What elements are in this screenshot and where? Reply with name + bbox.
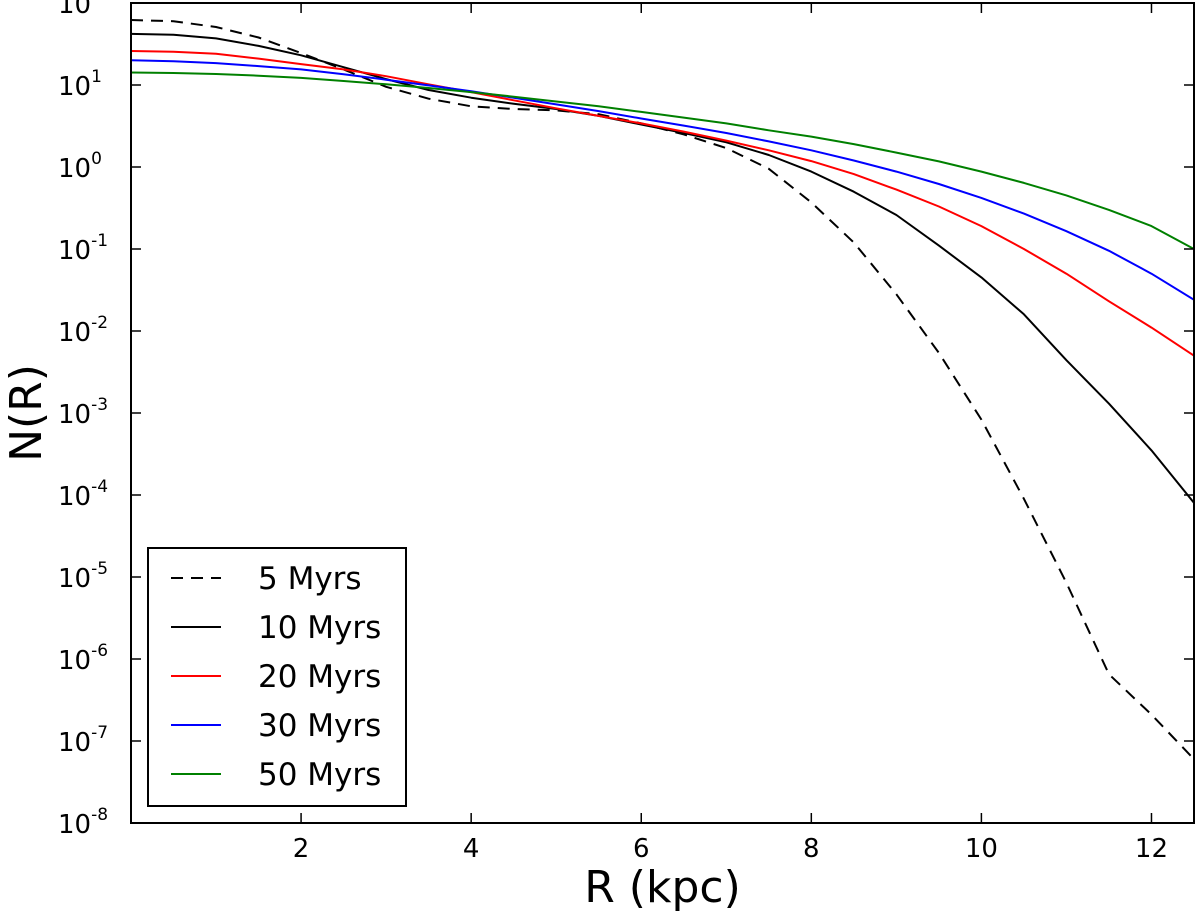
series-line-5 xyxy=(131,71,1194,250)
y-tick-label: 10-1 xyxy=(58,231,108,266)
series-line-2 xyxy=(131,32,1194,504)
x-tick-label: 6 xyxy=(633,834,650,864)
y-tick-label: 102 xyxy=(58,0,102,20)
legend-label-3: 20 Myrs xyxy=(258,659,381,695)
y-tick-label: 10-5 xyxy=(58,559,108,594)
y-tick-label: 100 xyxy=(58,149,102,184)
series-layer xyxy=(131,19,1194,760)
y-tick-label: 10-4 xyxy=(58,477,108,512)
x-tick-label: 10 xyxy=(965,834,998,864)
legend-label-1: 5 Myrs xyxy=(258,561,362,597)
y-tick-label: 10-3 xyxy=(58,395,108,430)
x-tick-label: 8 xyxy=(803,834,820,864)
legend-label-2: 10 Myrs xyxy=(258,610,381,646)
y-tick-label: 10-6 xyxy=(58,641,108,676)
x-tick-label: 4 xyxy=(463,834,480,864)
series-line-4 xyxy=(131,59,1194,301)
x-tick-label: 12 xyxy=(1135,834,1168,864)
series-line-3 xyxy=(131,50,1194,357)
x-axis-label: R (kpc) xyxy=(584,862,741,913)
legend-label-4: 30 Myrs xyxy=(258,708,381,744)
legend: 5 Myrs 10 Myrs 20 Myrs 30 Myrs 50 Myrs xyxy=(147,547,407,807)
y-tick-label: 10-7 xyxy=(58,723,108,758)
legend-label-5: 50 Myrs xyxy=(258,757,381,793)
y-tick-label: 101 xyxy=(58,67,102,102)
y-tick-label: 10-8 xyxy=(58,805,108,840)
y-axis-label: N(R) xyxy=(1,364,52,462)
y-tick-label: 10-2 xyxy=(58,313,108,348)
x-tick-label: 2 xyxy=(293,834,310,864)
ticks-layer: 2 4 6 8 10 12 102 101 100 10-1 10-2 10-3 10-4 10-5 10-… xyxy=(58,0,1194,864)
